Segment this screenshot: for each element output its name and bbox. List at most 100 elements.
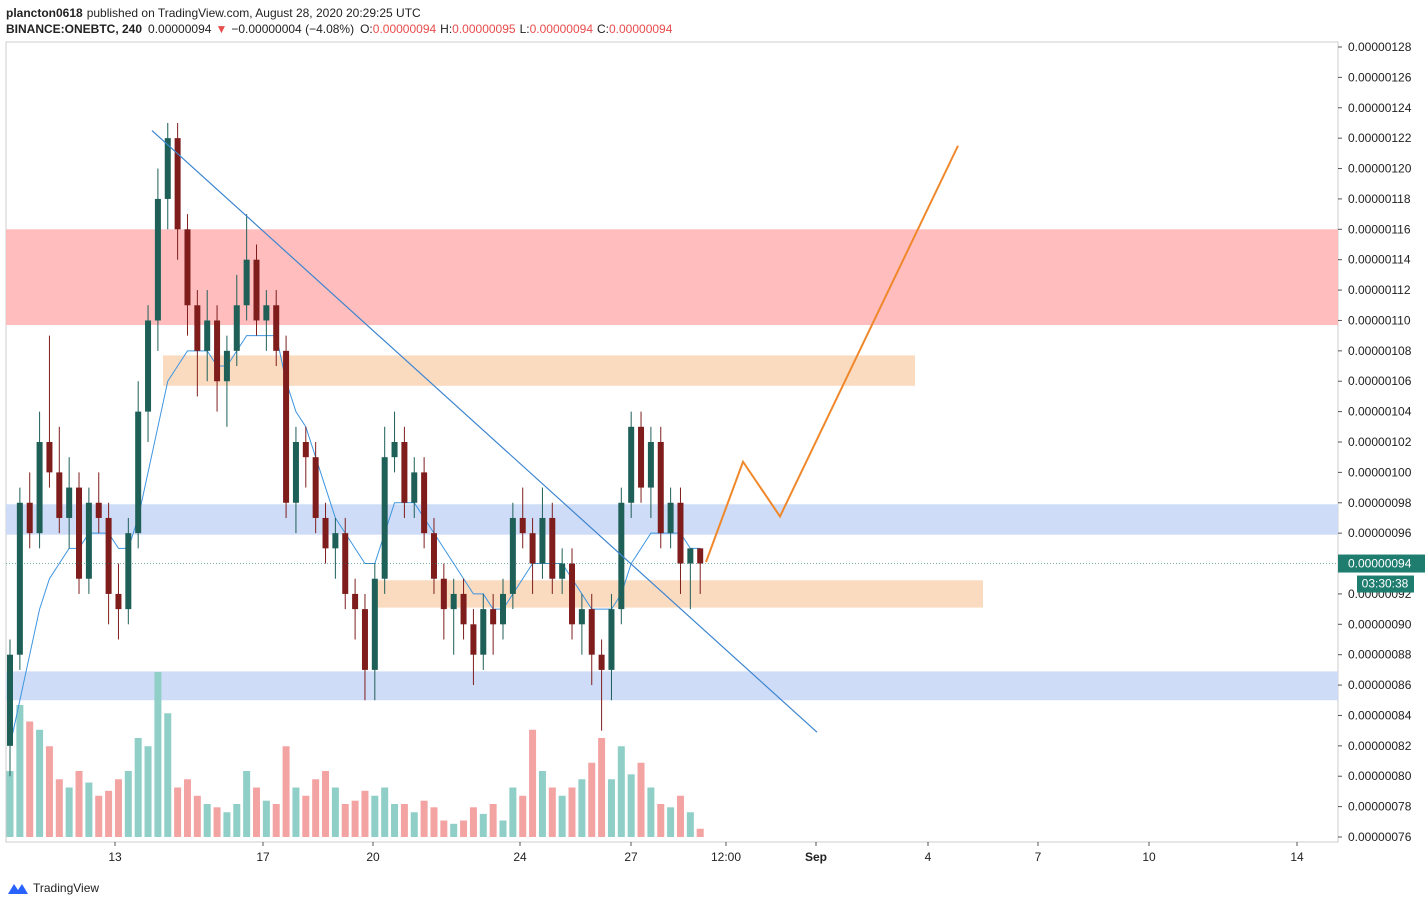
- candle-body: [371, 578, 378, 670]
- candle-body: [46, 442, 53, 473]
- volume-bar: [282, 746, 290, 837]
- y-tick-label: 0.00000080: [1348, 769, 1412, 783]
- candle-body: [164, 138, 171, 199]
- volume-bar: [420, 800, 428, 837]
- candle-body: [401, 442, 408, 503]
- open-label: O:: [360, 22, 373, 36]
- volume-bar: [558, 795, 566, 837]
- volume-bar: [469, 807, 477, 837]
- candle-body: [214, 320, 221, 382]
- candle-body: [125, 533, 132, 610]
- candle-body: [598, 654, 605, 670]
- y-tick-label: 0.00000110: [1348, 313, 1411, 327]
- candle-body: [687, 548, 694, 564]
- x-tick-label: 17: [256, 850, 270, 864]
- volume-bar: [331, 787, 339, 837]
- volume-bar: [312, 779, 320, 837]
- y-tick-label: 0.00000078: [1348, 800, 1412, 814]
- high: 0.00000095: [452, 22, 516, 36]
- y-tick-label: 0.00000090: [1348, 617, 1412, 631]
- candle-body: [352, 593, 359, 610]
- x-tick-label: 7: [1035, 850, 1042, 864]
- volume-bar: [75, 771, 83, 837]
- candle-body: [154, 198, 161, 321]
- moving-average: [9, 335, 701, 746]
- close-label: C:: [597, 22, 609, 36]
- y-tick-label: 0.00000122: [1348, 131, 1412, 145]
- volume-bar: [302, 795, 310, 837]
- candle-body: [312, 457, 319, 518]
- zone: [6, 671, 1338, 701]
- candle-body: [529, 533, 536, 564]
- candle-body: [490, 609, 497, 625]
- y-tick-label: 0.00000114: [1348, 253, 1411, 267]
- volume-bar: [65, 787, 73, 837]
- volume-bar: [95, 795, 103, 837]
- volume-bar: [460, 820, 468, 837]
- volume-bar: [410, 812, 418, 837]
- volume-bar: [696, 828, 704, 837]
- volume-bar: [450, 823, 458, 837]
- volume-bar: [667, 807, 675, 837]
- low-label: L:: [520, 22, 530, 36]
- y-tick-label: 0.00000120: [1348, 162, 1412, 176]
- pane: [5, 41, 1339, 843]
- volume-bar: [55, 779, 63, 837]
- high-label: H:: [440, 22, 452, 36]
- candle-body: [628, 426, 635, 503]
- volume-bar: [657, 804, 665, 837]
- x-tick-label: 12:00: [711, 850, 741, 864]
- volume-bar: [341, 804, 349, 837]
- volume-bar: [351, 800, 359, 837]
- y-tick-label: 0.00000104: [1348, 405, 1412, 419]
- volume-bar: [134, 738, 142, 837]
- header-line1: plancton0618 published on TradingView.com…: [6, 6, 421, 20]
- candle-body: [184, 229, 191, 306]
- candle-body: [430, 533, 437, 579]
- volume-bar: [243, 771, 251, 837]
- candle-body: [361, 609, 368, 670]
- volume-bar: [489, 804, 497, 837]
- candle-body: [283, 350, 290, 503]
- y-tick-label: 0.00000098: [1348, 496, 1412, 510]
- y-tick-label: 0.00000128: [1348, 40, 1412, 54]
- arrow: ▼: [215, 22, 227, 36]
- volume-bar: [223, 812, 231, 837]
- x-tick-label: 20: [366, 850, 380, 864]
- countdown: 03:30:38: [1362, 577, 1409, 591]
- y-tick-label: 0.00000076: [1348, 830, 1412, 844]
- low: 0.00000094: [530, 22, 594, 36]
- volume-bar: [440, 820, 448, 837]
- change: −0.00000004 (−4.08%): [231, 22, 354, 36]
- volume-bar: [637, 762, 645, 837]
- projection: [705, 145, 959, 563]
- candle-body: [233, 305, 240, 351]
- volume-bar: [272, 804, 280, 837]
- candle-body: [519, 517, 526, 534]
- open: 0.00000094: [373, 22, 437, 36]
- x-tick-label: 13: [108, 850, 122, 864]
- y-tick-label: 0.00000124: [1348, 101, 1412, 115]
- x-tick-label: Sep: [805, 850, 827, 864]
- candle-body: [263, 305, 270, 321]
- candle-body: [608, 609, 615, 670]
- candle-body: [223, 350, 230, 382]
- countdown-tag: [1357, 575, 1414, 593]
- candle-body: [480, 609, 487, 655]
- candle-body: [588, 609, 595, 655]
- x-tick-label: 24: [513, 850, 527, 864]
- volume-bar: [361, 790, 369, 837]
- volume-bar: [607, 779, 615, 837]
- candle-body: [667, 502, 674, 534]
- volume-bar: [154, 672, 162, 837]
- volume-bar: [292, 787, 300, 837]
- candle-body: [292, 442, 299, 503]
- volume-bar: [262, 800, 270, 837]
- close: 0.00000094: [609, 22, 673, 36]
- y-tick-label: 0.00000088: [1348, 648, 1412, 662]
- volume-bar: [381, 787, 389, 837]
- volume-bar: [509, 787, 517, 837]
- volume-bar: [36, 729, 44, 837]
- volume-bar: [193, 795, 201, 837]
